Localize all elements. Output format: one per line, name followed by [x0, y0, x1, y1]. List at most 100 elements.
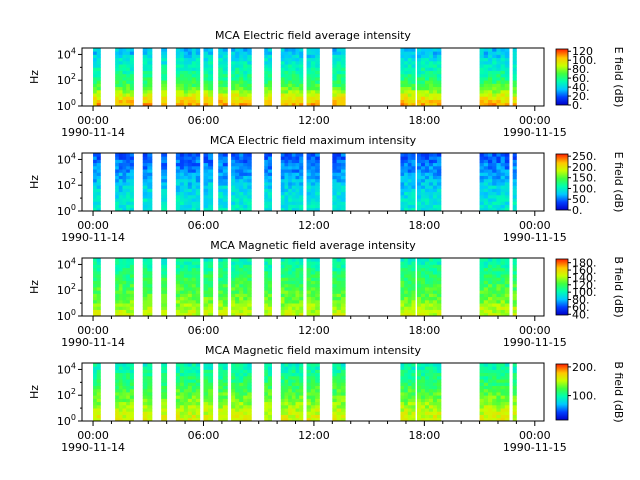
colorbar-tick-label: 140. — [572, 271, 597, 284]
panel-title: MCA Electric field average intensity — [215, 29, 411, 42]
data-block — [512, 48, 517, 107]
panel-1: MCA Electric field average intensity Hz 10… — [28, 29, 625, 139]
colorbar-tick-label: 160. — [572, 264, 597, 277]
data-block — [175, 48, 201, 107]
panel-title: MCA Magnetic field average intensity — [210, 239, 416, 252]
colorbar-tick-label: 80. — [572, 63, 590, 76]
colorbar — [555, 48, 569, 106]
data-block — [93, 363, 101, 422]
colorbar-tick-label: 40. — [572, 308, 590, 321]
data-block — [417, 363, 442, 422]
data-block — [479, 258, 510, 317]
data-block — [479, 363, 510, 422]
data-block — [264, 363, 272, 422]
plot-frame — [81, 362, 545, 422]
colorbar-tick-label: 40. — [572, 81, 590, 94]
colorbar-tick-label: 250. — [572, 150, 597, 163]
x-tick-label: 06:00 — [188, 219, 220, 232]
data-block — [203, 363, 214, 422]
colorbar-tick-label: 50. — [572, 193, 590, 206]
y-tick-label: 102 — [57, 72, 76, 87]
data-block — [264, 153, 272, 212]
panel-3: MCA Magnetic field average intensity Hz 10… — [28, 239, 625, 349]
data-block — [280, 363, 304, 422]
colorbar-label: E field (dB) — [612, 47, 625, 108]
data-block — [332, 258, 346, 317]
data-block — [512, 153, 517, 212]
x-tick-label: 06:00 — [188, 324, 220, 337]
data-block — [306, 363, 320, 422]
x-tick-label: 00:00 — [77, 219, 109, 232]
panel-2: MCA Electric field maximum intensity Hz 10… — [28, 134, 625, 244]
data-block — [306, 48, 320, 107]
x-tick-label: 00:00 — [519, 114, 551, 127]
colorbar-tick-label: 200. — [572, 161, 597, 174]
data-block — [115, 48, 134, 107]
colorbar-tick-label: 150. — [572, 172, 597, 185]
plot-frame — [81, 152, 545, 212]
x-tick-label: 06:00 — [188, 429, 220, 442]
data-block — [280, 48, 304, 107]
data-block — [115, 153, 134, 212]
data-block — [175, 258, 201, 317]
x-tick-label: 18:00 — [409, 324, 441, 337]
y-tick-label: 104 — [57, 151, 76, 166]
x-date-label: 1990-11-15 — [503, 126, 567, 139]
data-block — [479, 48, 510, 107]
colorbar-tick-label: 120 — [572, 45, 593, 58]
x-tick-label: 00:00 — [77, 324, 109, 337]
colorbar-label: E field (dB) — [612, 152, 625, 213]
data-block — [175, 363, 201, 422]
data-block — [175, 153, 201, 212]
data-block — [280, 258, 304, 317]
x-date-label: 1990-11-14 — [61, 441, 125, 454]
colorbar-tick-label: 20. — [572, 90, 590, 103]
x-tick-label: 12:00 — [298, 114, 330, 127]
x-tick-label: 12:00 — [298, 429, 330, 442]
x-tick-label: 18:00 — [409, 219, 441, 232]
colorbar-tick-label: 60. — [572, 72, 590, 85]
plot-frame — [81, 47, 545, 107]
data-block — [218, 363, 228, 422]
data-block — [203, 258, 214, 317]
data-block — [115, 363, 134, 422]
data-block — [400, 153, 416, 212]
y-tick-label: 104 — [57, 46, 76, 61]
data-block — [306, 153, 320, 212]
data-block — [264, 258, 272, 317]
data-block — [115, 258, 134, 317]
data-block — [161, 153, 168, 212]
data-block — [400, 48, 416, 107]
x-tick-label: 12:00 — [298, 324, 330, 337]
x-tick-label: 12:00 — [298, 219, 330, 232]
data-block — [400, 363, 416, 422]
data-block — [231, 48, 252, 107]
data-block — [203, 48, 214, 107]
x-tick-label: 00:00 — [519, 324, 551, 337]
y-tick-label: 102 — [57, 387, 76, 402]
plot-frame — [81, 257, 545, 317]
data-block — [218, 153, 228, 212]
x-date-label: 1990-11-15 — [503, 441, 567, 454]
colorbar-tick-label: 100. — [572, 390, 597, 403]
data-block — [332, 48, 346, 107]
data-block — [161, 48, 168, 107]
data-block — [400, 258, 416, 317]
data-block — [93, 258, 101, 317]
y-axis-label: Hz — [28, 175, 41, 189]
colorbar-tick-label: 80. — [572, 294, 590, 307]
y-tick-label: 102 — [57, 177, 76, 192]
colorbar — [555, 153, 569, 211]
colorbar-tick-label: 0. — [572, 204, 583, 217]
data-block — [203, 153, 214, 212]
colorbar-tick-label: 60. — [572, 301, 590, 314]
data-block — [142, 363, 153, 422]
y-tick-label: 104 — [57, 256, 76, 271]
x-tick-label: 00:00 — [77, 429, 109, 442]
data-block — [332, 363, 346, 422]
data-block — [332, 153, 346, 212]
x-date-label: 1990-11-14 — [61, 126, 125, 139]
data-block — [306, 258, 320, 317]
data-block — [512, 363, 517, 422]
